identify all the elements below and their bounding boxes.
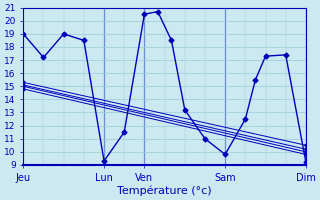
X-axis label: Température (°c): Température (°c) [117, 185, 212, 196]
